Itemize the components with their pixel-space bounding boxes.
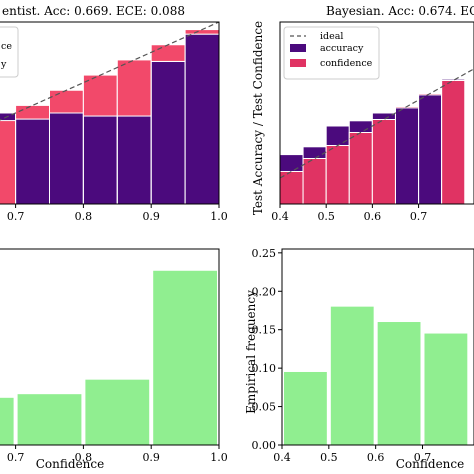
chart1-accuracy-bar	[15, 118, 51, 205]
chart1-gap-bar	[49, 89, 84, 114]
chart1-confidence-bar	[150, 44, 186, 205]
chart3-xtick-label: 0.7	[7, 451, 25, 464]
chart4-bar	[330, 306, 374, 445]
chart2-confidence-bar	[371, 119, 396, 205]
chart1-gap-bar	[150, 44, 186, 62]
chart2-title: Bayesian. Acc: 0.674. ECE:	[326, 4, 474, 18]
chart1-gap-bar	[82, 74, 118, 117]
chart4-ylabel: Empirical frequency	[244, 290, 258, 414]
chart2-legend-label: confidence	[320, 58, 373, 69]
chart3-xtick-label: 1.0	[210, 451, 228, 464]
chart3-bar	[0, 397, 14, 445]
chart1-legend-label: ce	[1, 41, 12, 52]
chart1-frame	[0, 21, 220, 205]
chart2-confidence-bar	[348, 132, 373, 205]
chart2-xtick-label: 0.7	[410, 210, 428, 223]
chart2-xtick-label: 0.6	[364, 210, 382, 223]
chart1-xtick-label: 0.9	[142, 210, 160, 223]
chart4-xtick-label: 0.6	[367, 451, 385, 464]
chart1-gap-bar	[184, 29, 220, 35]
chart3-xtick-label: 0.8	[75, 451, 93, 464]
chart4-frame	[281, 248, 474, 446]
chart1-confidence-bar	[15, 104, 51, 205]
chart3-bar	[17, 394, 82, 445]
chart4-bar	[424, 333, 468, 445]
chart1-xtick-label: 1.0	[210, 210, 228, 223]
chart1-confidence-bar	[0, 120, 17, 205]
chart2-xtick-label: 0.5	[317, 210, 335, 223]
chart4-ytick-label: 0.25	[252, 247, 277, 260]
chart1-xtick-label: 0.7	[7, 210, 25, 223]
chart3-xtick-label: 0.9	[142, 451, 160, 464]
chart1-legend-box	[0, 26, 19, 78]
chart4-ytick-label: 0.00	[252, 439, 277, 452]
chart2-legend-confidence-swatch	[290, 59, 306, 67]
chart4-ytick-label: 0.10	[252, 362, 277, 375]
chart3-bar	[85, 379, 150, 445]
chart1-title: entist. Acc: 0.669. ECE: 0.088	[2, 4, 185, 18]
chart2-frame	[279, 21, 474, 205]
chart3-bar	[153, 270, 217, 445]
chart1-xtick-label: 0.8	[75, 210, 93, 223]
chart4-xtick-label: 0.7	[414, 451, 432, 464]
chart3-frame	[0, 248, 220, 446]
chart1-gap-bar	[15, 104, 51, 120]
chart2-legend-label: accuracy	[320, 43, 364, 54]
chart2-legend-box	[283, 26, 380, 80]
chart2-ylabel: Test Accuracy / Test Confidence	[251, 21, 265, 215]
chart1-confidence-bar	[184, 29, 220, 205]
chart1-gap-bar	[116, 59, 152, 117]
chart2-confidence-bar	[302, 158, 327, 205]
chart2-confidence-bar	[418, 93, 443, 205]
chart2-legend-accuracy-swatch	[290, 44, 306, 52]
chart2-confidence-bar	[441, 80, 466, 205]
chart2-confidence-bar	[325, 145, 350, 205]
chart2-ideal-line	[279, 68, 474, 179]
chart4-ytick-label: 0.15	[252, 324, 277, 337]
chart1-ideal-line	[0, 21, 220, 121]
chart1-legend-label: y	[0, 59, 7, 70]
chart2-legend-label: ideal	[320, 31, 343, 42]
chart3-xlabel: Confidence	[36, 457, 104, 471]
chart4-ytick-label: 0.05	[252, 401, 277, 414]
chart4-bar	[377, 322, 421, 445]
chart4-ytick-label: 0.20	[252, 285, 277, 298]
chart2-xtick-label: 0.4	[271, 210, 289, 223]
chart4-xtick-label: 0.4	[273, 451, 291, 464]
chart2-confidence-bar	[394, 106, 420, 205]
chart4-bar	[284, 371, 327, 445]
chart4-xtick-label: 0.5	[320, 451, 338, 464]
chart4-xlabel: Confidence	[396, 457, 464, 471]
